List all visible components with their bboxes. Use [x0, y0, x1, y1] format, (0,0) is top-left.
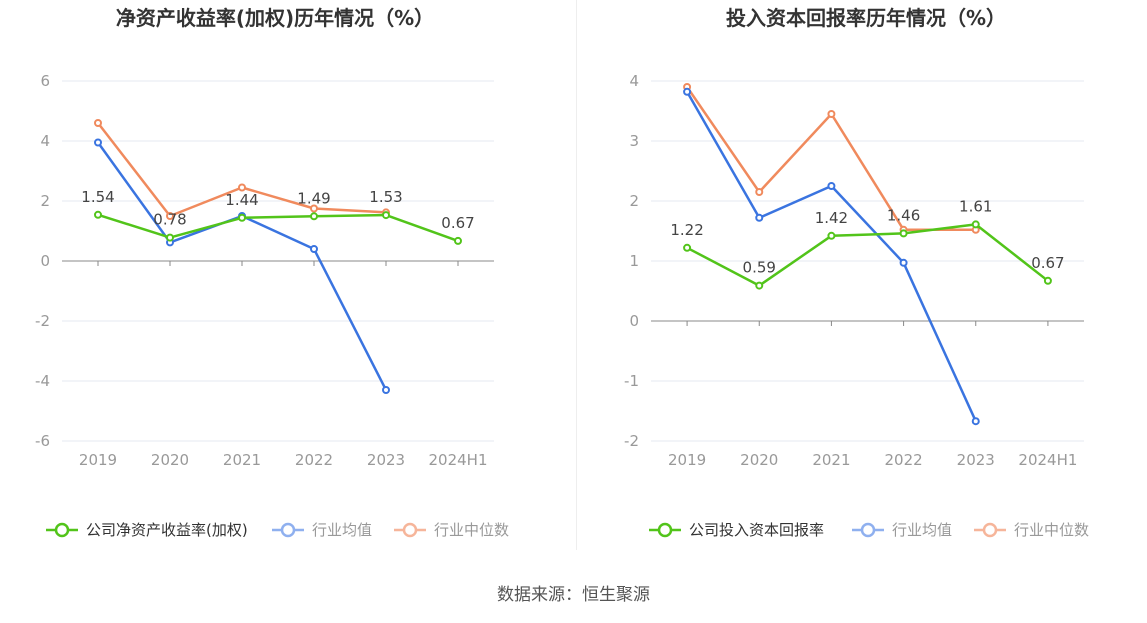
chart-2: 投入资本回报率历年情况（%） -2 -1 0 1 2 3 4 2019 2020 2021 2022 2…: [624, 6, 1089, 539]
y-tick-label: 2: [40, 192, 50, 210]
x-tick-label: 2020: [740, 451, 778, 469]
chart-divider: [576, 0, 577, 550]
data-point-company: [755, 281, 764, 290]
legend-label: 行业中位数: [1014, 521, 1089, 539]
y-tick-label: 0: [40, 252, 50, 270]
data-point-company: [1043, 276, 1052, 285]
series-line-company: [97, 213, 459, 243]
data-point-company: [310, 212, 318, 221]
data-point-median: [827, 110, 836, 118]
data-point-avg: [899, 258, 908, 267]
legend-item-avg: 行业均值: [852, 521, 952, 539]
y-tick-label: -4: [35, 372, 50, 390]
chart-title: 净资产收益率(加权)历年情况（%）: [116, 6, 434, 30]
y-tick-label: -2: [624, 432, 639, 450]
data-point-company: [94, 210, 102, 219]
data-point-company: [382, 211, 390, 220]
legend-marker: [402, 522, 418, 538]
x-tick-label: 2019: [668, 451, 706, 469]
legend-item-company: 公司净资产收益率(加权): [46, 521, 248, 539]
legend-label: 公司投入资本回报率: [689, 521, 824, 539]
legend-marker: [860, 522, 876, 538]
data-point-avg: [310, 245, 318, 253]
data-point-avg: [382, 386, 390, 394]
data-point-company: [971, 220, 980, 229]
data-label: 0.59: [743, 259, 776, 277]
data-label: 0.78: [153, 211, 186, 229]
legend-item-median: 行业中位数: [394, 521, 509, 539]
data-label: 1.54: [81, 188, 114, 206]
x-tick-label: 2022: [295, 451, 333, 469]
x-tick-label: 2021: [812, 451, 850, 469]
data-label: 1.42: [815, 209, 848, 227]
y-tick-label: 6: [40, 72, 50, 90]
legend-item-median: 行业中位数: [974, 521, 1089, 539]
data-source: 数据来源：恒生聚源: [497, 585, 650, 605]
x-tick-label: 2019: [79, 451, 117, 469]
legend-item-avg: 行业均值: [272, 521, 372, 539]
legend-label: 行业均值: [892, 521, 952, 539]
data-label: 1.53: [369, 188, 402, 206]
y-tick-label: 2: [629, 192, 639, 210]
data-point-company: [238, 213, 246, 222]
x-tick-label: 2023: [367, 451, 405, 469]
data-point-avg: [827, 182, 836, 190]
legend-marker: [280, 522, 296, 538]
data-point-median: [166, 212, 174, 220]
legend-marker: [657, 522, 673, 538]
data-point-avg: [755, 213, 764, 222]
legend-marker: [54, 522, 70, 538]
x-tick-label: 2023: [957, 451, 995, 469]
y-tick-label: -2: [35, 312, 50, 330]
legend-label: 行业均值: [312, 521, 372, 539]
data-point-company: [683, 243, 692, 252]
y-tick-label: 4: [40, 132, 50, 150]
data-point-median: [238, 183, 246, 192]
data-point-median: [94, 119, 102, 127]
legend-label: 行业中位数: [434, 521, 509, 539]
y-tick-label: 0: [629, 312, 639, 330]
data-label: 0.67: [441, 214, 474, 232]
chart-title: 投入资本回报率历年情况（%）: [726, 6, 1006, 30]
y-tick-label: 3: [629, 132, 639, 150]
data-label: 1.61: [959, 197, 992, 215]
data-point-avg: [94, 138, 102, 147]
data-point-median: [755, 188, 764, 196]
data-point-company: [166, 233, 174, 242]
data-label: 1.44: [225, 191, 258, 209]
data-point-company: [899, 229, 908, 238]
legend-marker: [982, 522, 998, 538]
legend-label: 公司净资产收益率(加权): [86, 521, 248, 539]
series-line-company: [686, 223, 1049, 287]
x-tick-label: 2024H1: [429, 451, 488, 469]
x-tick-label: 2024H1: [1018, 451, 1077, 469]
y-tick-label: -1: [624, 372, 639, 390]
data-point-avg: [971, 417, 980, 426]
chart-1: 净资产收益率(加权)历年情况（%） -6 -4 -2 0 2 4 6 2019 2020 2021 2…: [35, 6, 509, 539]
legend-item-company: 公司投入资本回报率: [649, 521, 824, 539]
data-point-company: [454, 236, 462, 245]
x-tick-label: 2022: [884, 451, 922, 469]
data-point-avg: [683, 87, 692, 96]
x-tick-label: 2020: [151, 451, 189, 469]
data-label: 0.67: [1031, 254, 1064, 272]
x-tick-label: 2021: [223, 451, 261, 469]
y-tick-label: 4: [629, 72, 639, 90]
data-label: 1.49: [297, 189, 330, 207]
data-point-median: [310, 204, 318, 213]
y-tick-label: 1: [629, 252, 639, 270]
data-label: 1.22: [670, 221, 703, 239]
y-tick-label: -6: [35, 432, 50, 450]
data-point-company: [827, 231, 836, 240]
data-label: 1.46: [887, 206, 920, 224]
